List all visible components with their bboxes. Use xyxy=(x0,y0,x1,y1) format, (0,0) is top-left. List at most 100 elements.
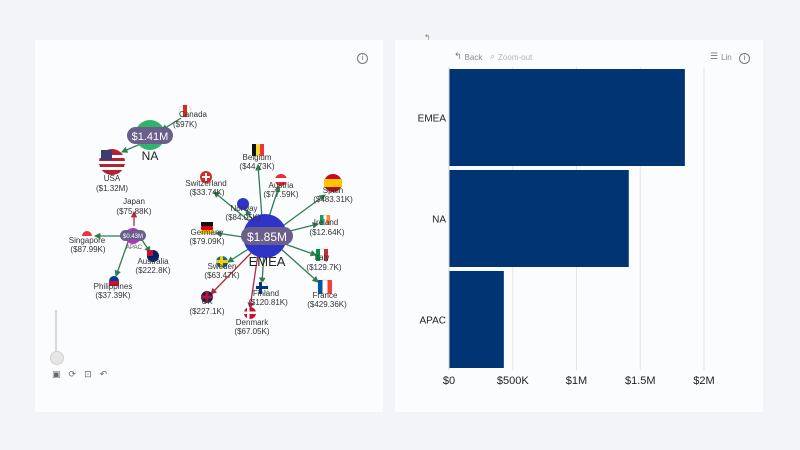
svg-text:($129.7K): ($129.7K) xyxy=(306,263,341,272)
svg-text:Philippines: Philippines xyxy=(94,282,133,291)
country-node-denmark[interactable]: Denmark ($67.05K) xyxy=(234,307,270,336)
country-node-italy[interactable]: Italy ($129.7K) xyxy=(306,248,342,272)
magnifier-icon: ⌕ xyxy=(490,52,496,62)
svg-text:Germany: Germany xyxy=(191,228,224,237)
country-node-canada[interactable]: Canada ($97K) xyxy=(173,104,208,129)
zoom-out-button[interactable]: ⌕ Zoom-out xyxy=(490,52,532,62)
edge-emea-germany xyxy=(214,230,244,238)
edge-apac-philippines xyxy=(114,241,129,278)
x-tick-label: $500K xyxy=(497,375,529,387)
svg-text:Denmark: Denmark xyxy=(236,318,269,327)
svg-text:($79.09K): ($79.09K) xyxy=(189,237,224,246)
svg-text:($429.36K): ($429.36K) xyxy=(307,300,347,309)
edge-emea-austria xyxy=(267,184,281,221)
svg-text:($44.73K): ($44.73K) xyxy=(239,162,274,171)
svg-text:Switzerland: Switzerland xyxy=(185,179,226,188)
zoom-slider-knob[interactable] xyxy=(50,351,64,365)
na-cluster-value: $1.41M xyxy=(132,131,169,143)
svg-text:($33.74K): ($33.74K) xyxy=(189,188,224,197)
image-icon[interactable]: ▣ xyxy=(52,370,61,380)
svg-text:USA: USA xyxy=(104,174,121,183)
country-node-germany[interactable]: Germany ($79.09K) xyxy=(189,222,225,246)
refresh-icon[interactable]: ⟳ xyxy=(68,370,77,380)
bar-apac[interactable] xyxy=(449,271,504,368)
edge-emea-spain xyxy=(279,194,326,229)
svg-text:($84.05K): ($84.05K) xyxy=(225,213,260,222)
bar-na[interactable] xyxy=(449,170,629,267)
edge-emea-france xyxy=(279,247,319,283)
svg-text:($63.47K): ($63.47K) xyxy=(204,271,239,280)
country-node-france[interactable]: France ($429.36K) xyxy=(307,279,347,309)
svg-text:Italy: Italy xyxy=(315,253,330,262)
scale-label: Lin xyxy=(721,52,732,62)
back-button[interactable]: ↰ Back xyxy=(454,52,482,62)
back-arrow-icon: ↰ xyxy=(454,52,462,62)
svg-text:Belgium: Belgium xyxy=(243,153,272,162)
country-node-switzerland[interactable]: Switzerland ($33.74K) xyxy=(185,171,227,197)
country-node-uk[interactable]: UK ($227.1K) xyxy=(189,291,225,316)
svg-text:UK: UK xyxy=(201,297,213,306)
apac-cluster-value: $0.43M xyxy=(123,234,143,240)
svg-text:($222.8K): ($222.8K) xyxy=(135,266,170,275)
x-tick-label: $1.5M xyxy=(625,375,656,387)
country-node-australia[interactable]: Australia ($222.8K) xyxy=(135,250,171,275)
list-icon: ☰ xyxy=(710,52,719,62)
emea-cluster-value: $1.85M xyxy=(247,230,287,244)
country-node-austria[interactable]: Austria ($77.59K) xyxy=(263,174,299,199)
apac-value-pill xyxy=(120,230,146,241)
svg-text:Ireland: Ireland xyxy=(314,218,338,227)
svg-text:Finland: Finland xyxy=(253,289,279,298)
svg-text:Singapore: Singapore xyxy=(69,236,106,245)
edge-emea-italy xyxy=(281,242,318,257)
svg-text:($97K): ($97K) xyxy=(173,120,197,129)
edge-emea-belgium xyxy=(255,163,263,219)
country-node-sweden[interactable]: Sweden ($63.47K) xyxy=(204,256,240,280)
country-node-norway[interactable]: Norway ($84.05K) xyxy=(225,198,261,222)
svg-text:($12.64K): ($12.64K) xyxy=(309,228,344,237)
x-tick-label: $2M xyxy=(693,375,714,387)
y-tick-label[interactable]: EMEA xyxy=(418,114,447,125)
right-info-icon[interactable]: i xyxy=(739,53,750,64)
svg-text:($120.81K): ($120.81K) xyxy=(248,298,288,307)
country-node-philippines[interactable]: Philippines ($37.39K) xyxy=(94,276,133,300)
na-cluster-label: NA xyxy=(142,149,159,163)
country-node-usa[interactable]: USA ($1.32M) xyxy=(96,149,128,193)
undo-icon[interactable]: ↶ xyxy=(99,370,108,380)
emea-cluster-label: EMEA xyxy=(249,254,286,269)
bar-emea[interactable] xyxy=(449,69,685,166)
x-tick-label: $1M xyxy=(566,375,587,387)
edge-emea-denmark xyxy=(247,253,259,310)
zoom-slider-track[interactable] xyxy=(55,310,57,360)
svg-text:Australia: Australia xyxy=(137,257,169,266)
unlock-icon[interactable]: ⊡ xyxy=(84,370,92,380)
svg-text:Japan: Japan xyxy=(123,197,145,206)
country-node-finland[interactable]: Finland ($120.81K) xyxy=(248,281,288,307)
svg-text:($227.1K): ($227.1K) xyxy=(189,307,224,316)
svg-text:Norway: Norway xyxy=(230,204,257,213)
y-tick-label[interactable]: APAC xyxy=(420,316,447,327)
country-node-belgium[interactable]: Belgium ($44.73K) xyxy=(239,144,275,171)
y-tick-label[interactable]: NA xyxy=(432,215,446,226)
drill-mark: ↰ xyxy=(424,33,431,42)
svg-text:($75.88K): ($75.88K) xyxy=(116,207,151,216)
country-node-japan[interactable]: Japan ($75.88K) xyxy=(116,197,151,216)
svg-text:($37.39K): ($37.39K) xyxy=(95,291,130,300)
svg-text:France: France xyxy=(313,291,338,300)
scale-toggle[interactable]: ☰ Lin xyxy=(710,52,732,62)
left-info-icon[interactable]: i xyxy=(357,53,368,64)
country-node-singapore[interactable]: Singapore ($87.99K) xyxy=(69,231,106,254)
edge-emea-sweden xyxy=(227,247,251,263)
svg-text:($67.05K): ($67.05K) xyxy=(234,327,269,336)
edge-emea-switzerland xyxy=(213,191,255,226)
svg-text:($483.31K): ($483.31K) xyxy=(313,195,353,204)
na-value-pill xyxy=(127,127,173,144)
svg-text:Austria: Austria xyxy=(269,181,294,190)
svg-text:($77.59K): ($77.59K) xyxy=(263,190,298,199)
svg-text:($1.32M): ($1.32M) xyxy=(96,184,128,193)
country-node-ireland[interactable]: Ireland ($12.64K) xyxy=(309,214,345,237)
svg-text:($87.99K): ($87.99K) xyxy=(70,245,105,254)
x-tick-label: $0 xyxy=(443,375,455,387)
country-node-spain[interactable]: Spain ($483.31K) xyxy=(313,174,353,204)
